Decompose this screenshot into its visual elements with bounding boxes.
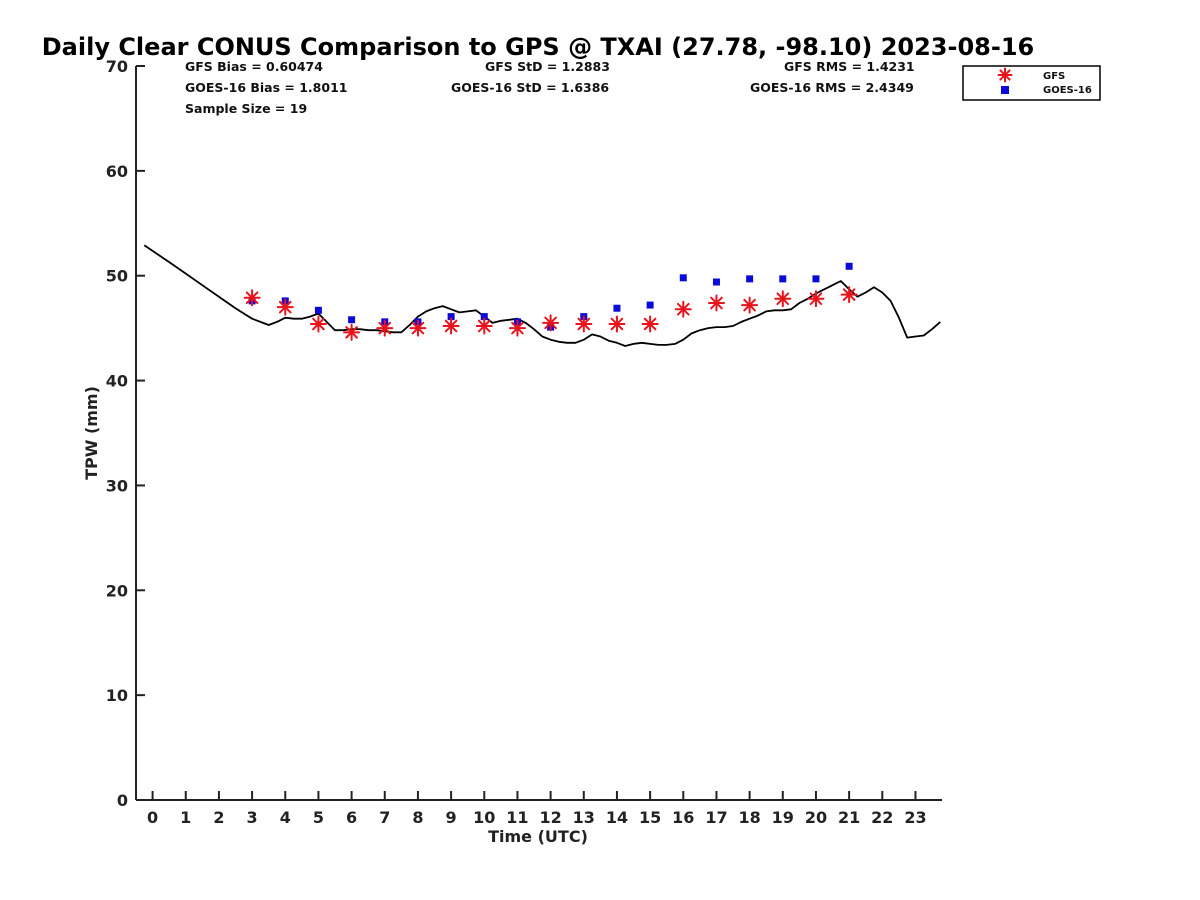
x-tick-label: 18 (738, 808, 760, 827)
x-tick-label: 5 (313, 808, 324, 827)
gfs-point (442, 317, 460, 335)
gfs-point (575, 315, 593, 333)
x-tick-label: 6 (346, 808, 357, 827)
stat-gfs-bias: GFS Bias = 0.60474 (185, 59, 323, 74)
y-tick-label: 20 (106, 581, 128, 600)
goes16-point (845, 262, 853, 270)
legend-goes-square-icon (1001, 86, 1009, 94)
x-tick-label: 1 (180, 808, 191, 827)
stat-goes-rms: GOES-16 RMS = 2.4349 (750, 80, 914, 95)
y-tick-label: 10 (106, 686, 128, 705)
gfs-point (243, 289, 261, 307)
gfs-point (409, 319, 427, 337)
legend-gfs-label: GFS (1043, 71, 1065, 82)
gfs-point (840, 286, 858, 304)
x-tick-label: 0 (147, 808, 158, 827)
chart-title: Daily Clear CONUS Comparison to GPS @ TX… (42, 33, 1034, 61)
goes16-point (314, 306, 322, 314)
goes16-point (712, 278, 720, 286)
x-tick-label: 10 (473, 808, 495, 827)
gfs-point (641, 315, 659, 333)
x-tick-label: 16 (672, 808, 694, 827)
gfs-point (674, 300, 692, 318)
x-axis-label: Time (UTC) (488, 827, 588, 846)
goes16-point (746, 275, 754, 283)
x-tick-label: 21 (838, 808, 860, 827)
x-tick-label: 19 (772, 808, 794, 827)
x-tick-label: 22 (871, 808, 893, 827)
x-tick-label: 14 (606, 808, 628, 827)
gfs-series (243, 286, 858, 341)
x-tick-label: 7 (379, 808, 390, 827)
x-tick-label: 2 (213, 808, 224, 827)
y-axis-label: TPW (mm) (82, 386, 101, 480)
gfs-point (741, 296, 759, 314)
x-tick-label: 13 (573, 808, 595, 827)
goes16-point (447, 313, 455, 321)
y-tick-label: 30 (106, 476, 128, 495)
gfs-point (608, 315, 626, 333)
gfs-point (309, 315, 327, 333)
goes16-point (812, 275, 820, 283)
x-tick-label: 12 (539, 808, 561, 827)
gfs-point (542, 314, 560, 332)
gfs-point (475, 317, 493, 335)
stat-goes-bias: GOES-16 Bias = 1.8011 (185, 80, 347, 95)
gfs-point (376, 319, 394, 337)
stat-gfs-std: GFS StD = 1.2883 (485, 59, 610, 74)
y-tick-label: 70 (106, 57, 128, 76)
legend-goes-label: GOES-16 (1043, 85, 1092, 96)
legend-gfs-star-icon (997, 67, 1013, 83)
gfs-point (807, 290, 825, 308)
x-tick-label: 17 (705, 808, 727, 827)
x-tick-label: 8 (412, 808, 423, 827)
gfs-point (508, 319, 526, 337)
x-tick-label: 11 (506, 808, 528, 827)
gfs-point (774, 290, 792, 308)
y-tick-label: 40 (106, 372, 128, 391)
goes16-point (348, 316, 356, 324)
stat-sample-size: Sample Size = 19 (185, 101, 307, 116)
x-tick-label: 20 (805, 808, 827, 827)
x-tick-label: 4 (280, 808, 291, 827)
gfs-point (276, 298, 294, 316)
x-tick-label: 3 (247, 808, 258, 827)
y-tick-label: 60 (106, 162, 128, 181)
stat-gfs-rms: GFS RMS = 1.4231 (784, 59, 915, 74)
goes16-point (613, 304, 621, 312)
goes16-point (779, 275, 787, 283)
x-tick-label: 9 (446, 808, 457, 827)
goes16-point (679, 274, 687, 282)
legend-gfs-star (997, 67, 1013, 83)
legend: GFS GOES-16 (962, 65, 1101, 101)
goes16-point (646, 301, 654, 309)
stat-goes-std: GOES-16 StD = 1.6386 (451, 80, 609, 95)
y-tick-label: 0 (117, 791, 128, 810)
goes16-point (480, 313, 488, 321)
stats-block: GFS Bias = 0.60474 GOES-16 Bias = 1.8011… (185, 59, 915, 116)
x-tick-label: 23 (904, 808, 926, 827)
gfs-point (343, 323, 361, 341)
y-tick-label: 50 (106, 267, 128, 286)
gfs-point (707, 294, 725, 312)
legend-box (962, 65, 1101, 101)
x-tick-label: 15 (639, 808, 661, 827)
